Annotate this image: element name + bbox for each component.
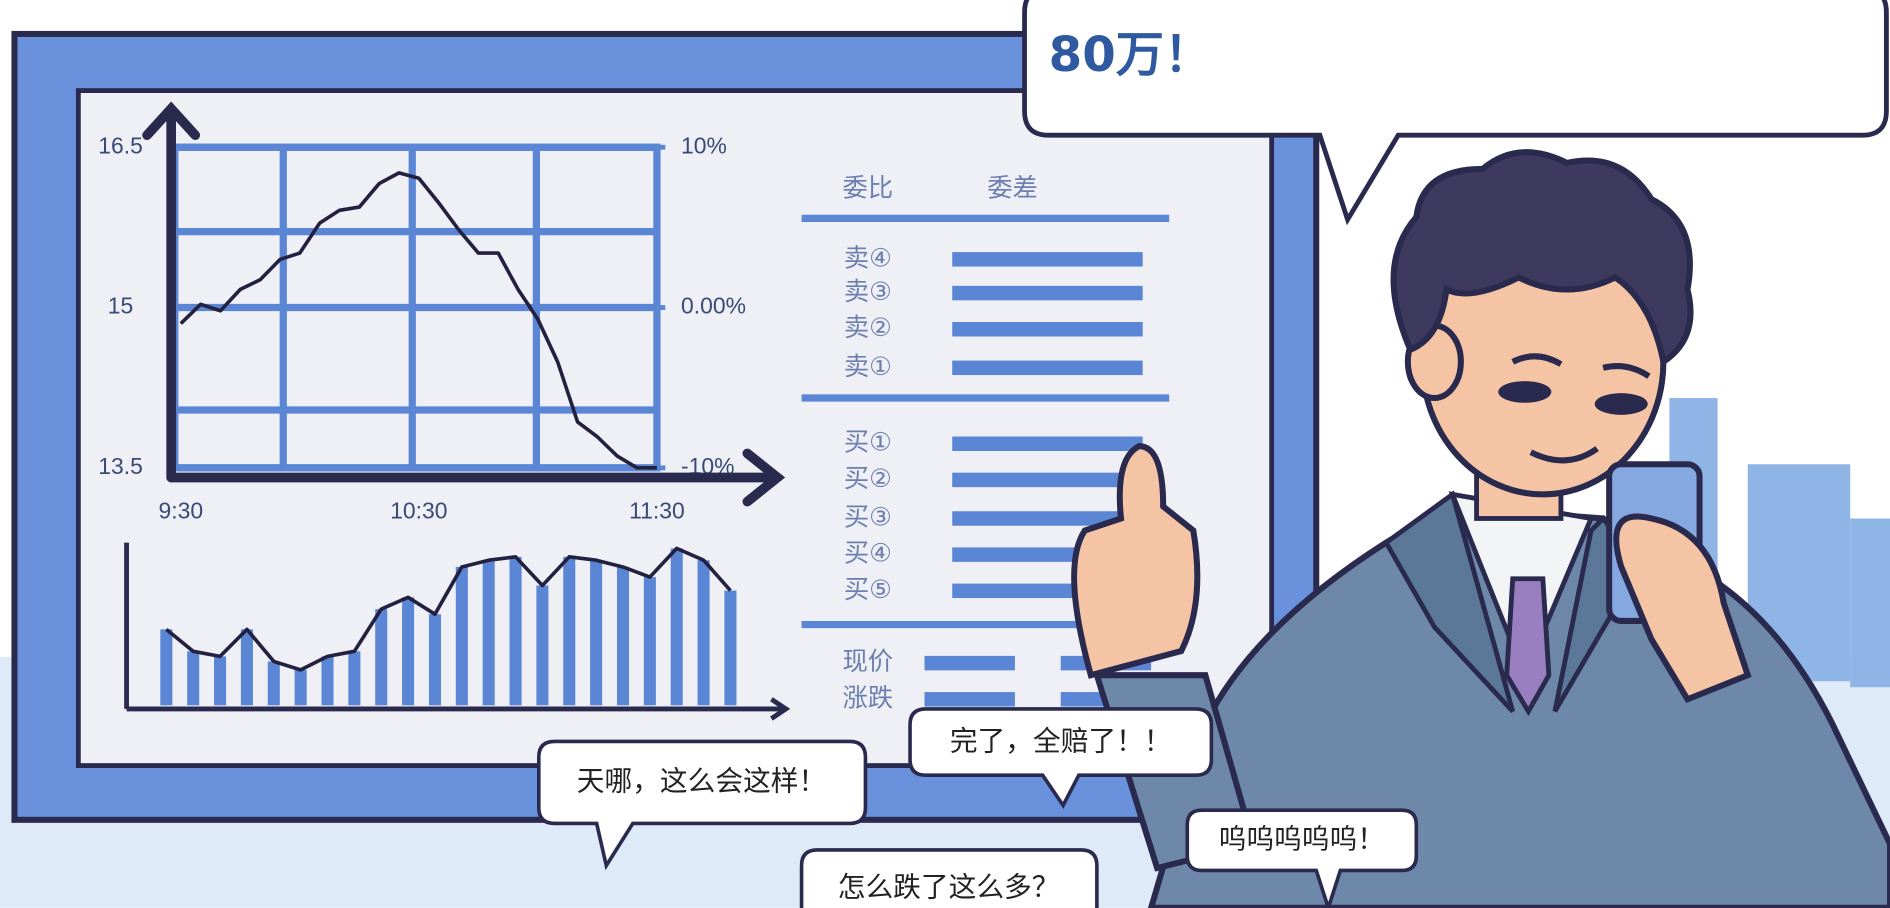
- y2-tick-label: 0.00%: [681, 293, 746, 319]
- volume-bar: [268, 661, 280, 705]
- volume-bar: [295, 670, 307, 705]
- order-book-row-label: 买④: [844, 539, 892, 568]
- volume-bar: [402, 597, 414, 705]
- volume-bar: [510, 557, 522, 706]
- y2-tick-label: 10%: [681, 132, 727, 158]
- order-book-row-label: 买①: [844, 428, 892, 457]
- volume-bar: [375, 609, 387, 705]
- rect-shape: [952, 361, 1142, 375]
- order-book-footer-label: 涨跌: [843, 683, 894, 712]
- rect-shape: [925, 656, 1015, 670]
- x-tick-label: 11:30: [629, 498, 685, 524]
- speech-bubble-text: 天哪，这么会这样！: [577, 764, 826, 797]
- rect-shape: [952, 322, 1142, 336]
- volume-bar: [536, 586, 548, 706]
- speech-bubble-text: 完了，全赔了！！: [950, 725, 1172, 758]
- volume-bar: [321, 656, 333, 705]
- volume-bar: [241, 629, 253, 705]
- rect-shape: [952, 286, 1142, 300]
- volume-bar: [724, 591, 736, 706]
- volume-bar: [590, 560, 602, 705]
- order-book-row-label: 卖①: [844, 352, 892, 381]
- volume-bar: [456, 567, 468, 705]
- volume-bar: [563, 557, 575, 706]
- eye: [1595, 393, 1648, 415]
- rect-shape: [952, 437, 1142, 451]
- y-tick-label: 16.5: [98, 132, 143, 158]
- volume-bar: [429, 614, 441, 705]
- rect-shape: [1850, 518, 1890, 687]
- order-book-row-label: 卖②: [844, 313, 892, 342]
- y-tick-label: 13.5: [98, 453, 143, 479]
- order-book-row-label: 买③: [844, 502, 892, 531]
- speech-bubble-text: 呜呜呜呜呜！: [1219, 822, 1385, 855]
- order-book-row-label: 卖③: [844, 277, 892, 306]
- volume-bar: [671, 548, 683, 705]
- volume-bar: [617, 567, 629, 705]
- order-book-footer-label: 现价: [843, 647, 894, 676]
- order-book-header: 委比: [843, 173, 894, 202]
- volume-bar: [160, 629, 172, 705]
- order-book-row-label: 卖④: [844, 243, 892, 272]
- volume-bar: [698, 560, 710, 705]
- rect-shape: [952, 473, 1142, 487]
- x-tick-label: 10:30: [390, 498, 447, 524]
- eye: [1498, 381, 1551, 403]
- speech-bubble-text: 怎么跌了这么多？: [838, 871, 1060, 904]
- volume-bar: [644, 577, 656, 705]
- rect-shape: [952, 252, 1142, 266]
- main-bubble-text: 80万！: [1049, 27, 1212, 83]
- order-book-header: 委差: [987, 173, 1038, 202]
- scene: 16.51513.510%0.00%-10%9:3010:3011:30 委比 …: [0, 0, 1890, 908]
- order-book-row-label: 买⑤: [844, 575, 892, 604]
- volume-bar: [214, 656, 226, 705]
- volume-bar: [348, 651, 360, 705]
- volume-bar: [187, 651, 199, 705]
- order-book-row-label: 买②: [844, 464, 892, 493]
- x-tick-label: 9:30: [159, 498, 204, 524]
- rect-shape: [925, 692, 1015, 706]
- volume-bar: [483, 560, 495, 705]
- y-tick-label: 15: [108, 293, 133, 319]
